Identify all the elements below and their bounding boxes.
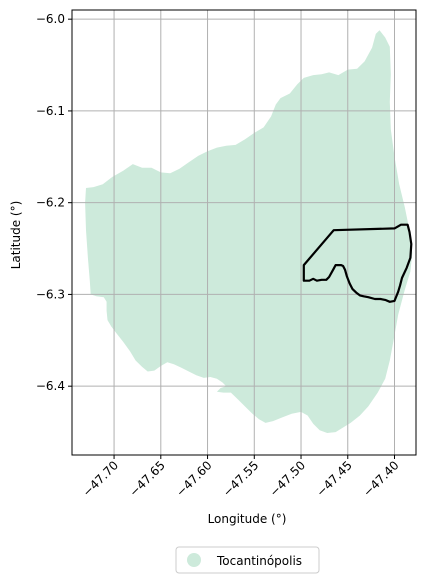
region-tocantinopolis <box>85 30 413 433</box>
y-tick-label-4: −6.4 <box>36 379 65 393</box>
legend-label-tocantinopolis: Tocantinópolis <box>216 554 302 568</box>
y-tick-label-3: −6.3 <box>36 287 65 301</box>
plot-area: −47.70 −47.65 −47.60 −47.55 −47.50 −47.45 −47.… <box>36 9 417 500</box>
boundary-outline-0 <box>302 223 413 303</box>
legend: Tocantinópolis <box>175 546 320 574</box>
x-axis-label: Longitude (°) <box>208 512 287 526</box>
legend-marker-tocantinopolis <box>187 553 201 567</box>
y-tick-label-2: −6.2 <box>36 196 65 210</box>
legend-frame <box>175 546 320 574</box>
y-tick-label-1: −6.1 <box>36 104 65 118</box>
y-axis-label: Latitude (°) <box>9 201 23 270</box>
y-tick-label-0: −6.0 <box>36 12 65 26</box>
axes-frame <box>71 9 417 456</box>
